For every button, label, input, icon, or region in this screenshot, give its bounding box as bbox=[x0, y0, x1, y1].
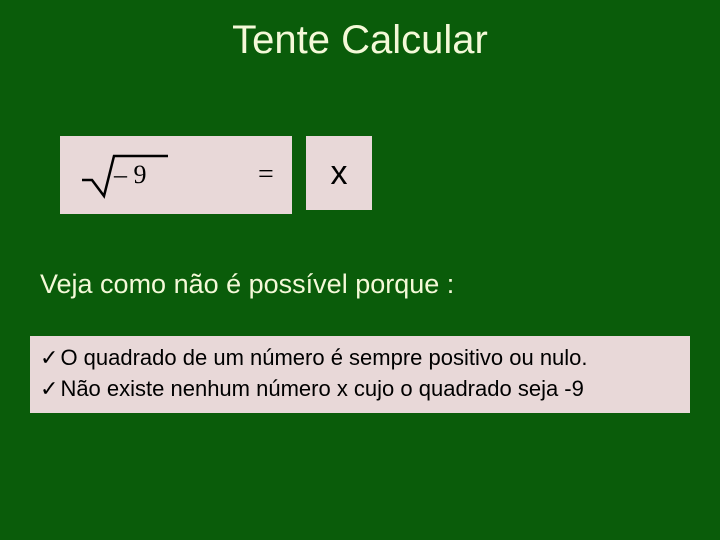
equation-box: – 9 = bbox=[60, 136, 292, 214]
bullet-item: ✓ Não existe nenhum número x cujo o quad… bbox=[40, 375, 680, 404]
subtitle-text: Veja como não é possível porque : bbox=[40, 269, 454, 300]
result-box: x bbox=[306, 136, 372, 210]
equals-sign: = bbox=[258, 159, 274, 191]
result-value: x bbox=[331, 154, 348, 193]
bullets-box: ✓ O quadrado de um número é sempre posit… bbox=[30, 336, 690, 413]
bullet-text: O quadrado de um número é sempre positiv… bbox=[60, 344, 587, 373]
check-icon: ✓ bbox=[40, 375, 58, 404]
square-root-expression: – 9 bbox=[78, 150, 170, 200]
bullet-text: Não existe nenhum número x cujo o quadra… bbox=[60, 375, 583, 404]
radicand-value: – 9 bbox=[114, 160, 147, 190]
check-icon: ✓ bbox=[40, 344, 58, 373]
bullet-item: ✓ O quadrado de um número é sempre posit… bbox=[40, 344, 680, 373]
slide-title: Tente Calcular bbox=[0, 0, 720, 63]
